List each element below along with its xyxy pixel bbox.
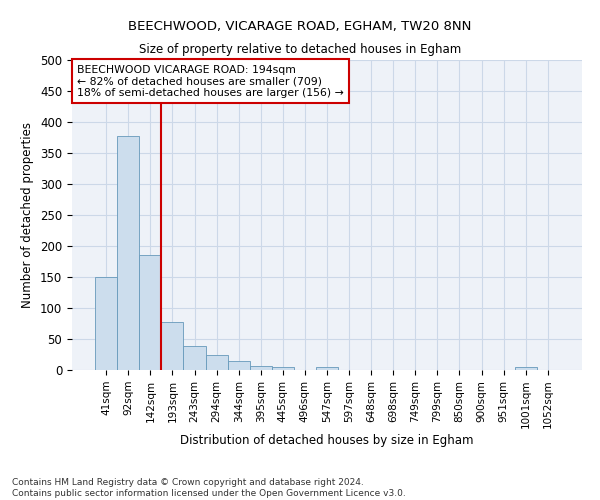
Bar	[95, 277, 117, 370]
Text: BEECHWOOD VICARAGE ROAD: 194sqm
← 82% of detached houses are smaller (709)
18% o: BEECHWOOD VICARAGE ROAD: 194sqm ← 82% of…	[77, 64, 344, 98]
Bar	[227, 360, 250, 370]
Bar	[117, 136, 139, 370]
X-axis label: Distribution of detached houses by size in Egham: Distribution of detached houses by size …	[180, 434, 474, 447]
Bar	[206, 354, 227, 370]
Text: Contains HM Land Registry data © Crown copyright and database right 2024.
Contai: Contains HM Land Registry data © Crown c…	[12, 478, 406, 498]
Bar	[272, 367, 294, 370]
Bar	[316, 367, 338, 370]
Bar	[184, 346, 206, 370]
Bar	[139, 256, 161, 370]
Bar	[515, 367, 537, 370]
Text: Size of property relative to detached houses in Egham: Size of property relative to detached ho…	[139, 42, 461, 56]
Bar	[161, 322, 184, 370]
Y-axis label: Number of detached properties: Number of detached properties	[22, 122, 34, 308]
Bar	[250, 366, 272, 370]
Text: BEECHWOOD, VICARAGE ROAD, EGHAM, TW20 8NN: BEECHWOOD, VICARAGE ROAD, EGHAM, TW20 8N…	[128, 20, 472, 33]
